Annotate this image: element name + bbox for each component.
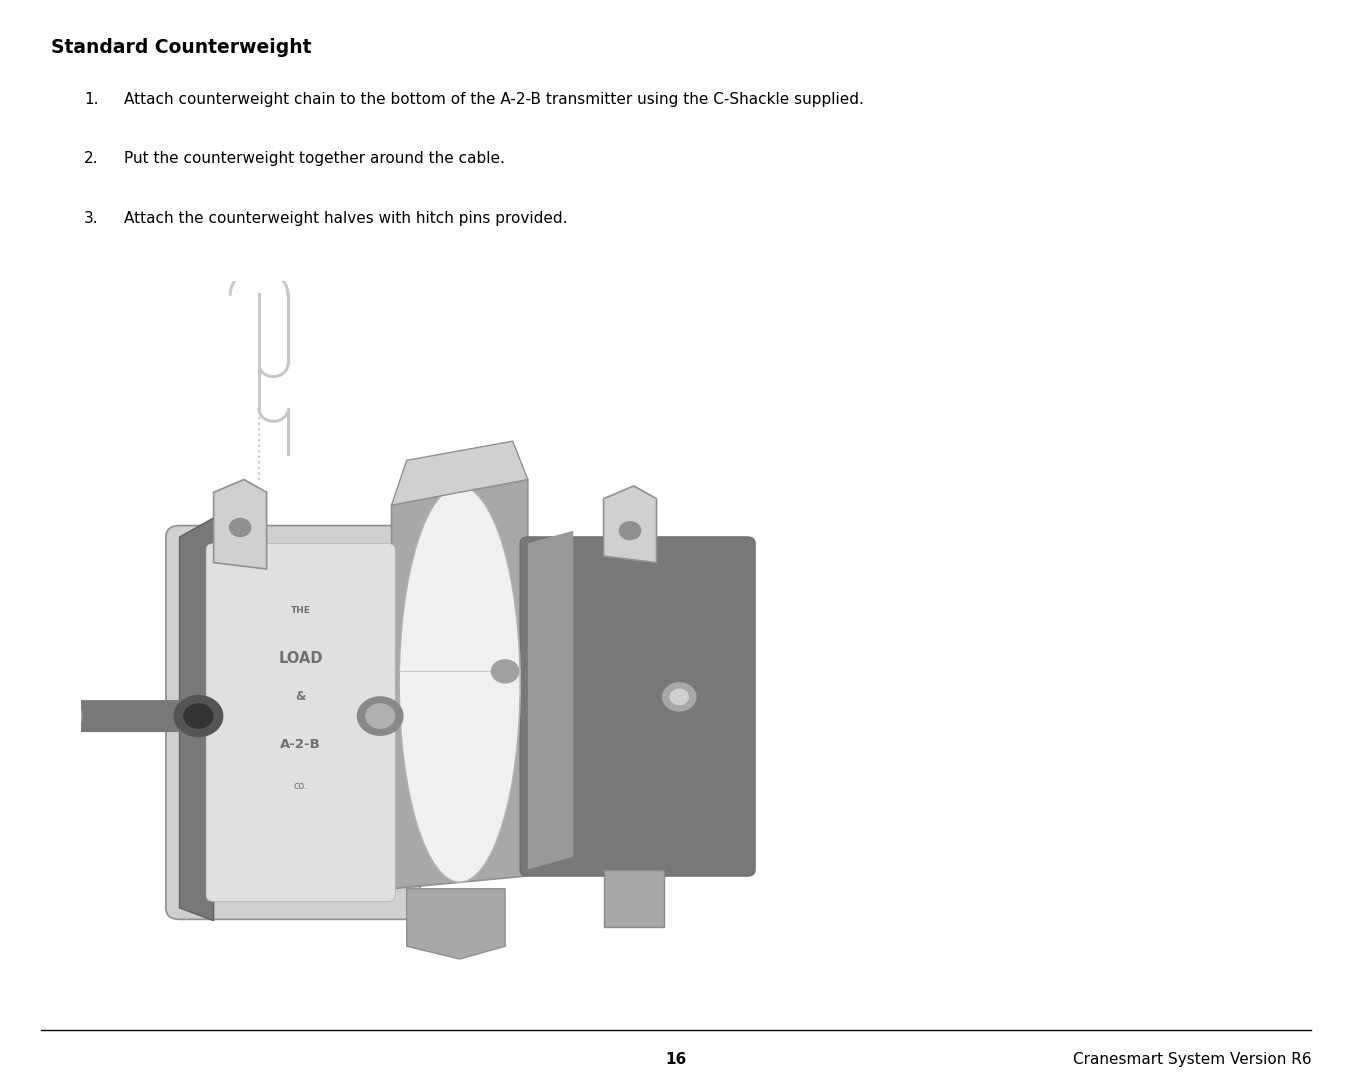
Polygon shape xyxy=(527,530,573,870)
Circle shape xyxy=(42,699,82,733)
Polygon shape xyxy=(603,486,657,563)
Circle shape xyxy=(671,689,688,704)
Circle shape xyxy=(492,660,519,683)
Text: Attach counterweight chain to the bottom of the A-2-B transmitter using the C-Sh: Attach counterweight chain to the bottom… xyxy=(124,92,864,107)
Text: 16: 16 xyxy=(665,1052,687,1067)
Text: A-2-B: A-2-B xyxy=(280,738,320,751)
Polygon shape xyxy=(392,441,527,505)
FancyBboxPatch shape xyxy=(57,700,204,733)
Text: 1.: 1. xyxy=(84,92,99,107)
Polygon shape xyxy=(180,518,214,921)
Polygon shape xyxy=(603,870,664,927)
Polygon shape xyxy=(214,479,266,569)
FancyBboxPatch shape xyxy=(521,537,754,876)
Text: co.: co. xyxy=(293,781,308,791)
Ellipse shape xyxy=(399,486,521,882)
Circle shape xyxy=(184,704,212,728)
Text: Attach the counterweight halves with hitch pins provided.: Attach the counterweight halves with hit… xyxy=(124,211,568,226)
Circle shape xyxy=(51,708,73,725)
Text: 3.: 3. xyxy=(84,211,99,226)
Text: THE: THE xyxy=(291,606,311,615)
Text: &: & xyxy=(296,690,306,703)
Polygon shape xyxy=(392,479,527,888)
Text: Cranesmart System Version R6: Cranesmart System Version R6 xyxy=(1073,1052,1311,1067)
Text: Put the counterweight together around the cable.: Put the counterweight together around th… xyxy=(124,151,506,167)
Circle shape xyxy=(230,518,250,537)
Circle shape xyxy=(662,683,696,711)
Circle shape xyxy=(174,696,223,737)
Polygon shape xyxy=(407,888,506,959)
Text: Standard Counterweight: Standard Counterweight xyxy=(51,38,312,57)
Text: LOAD: LOAD xyxy=(279,651,323,667)
Circle shape xyxy=(366,704,395,728)
Circle shape xyxy=(357,697,403,736)
Text: 2.: 2. xyxy=(84,151,99,167)
Circle shape xyxy=(619,522,641,540)
FancyBboxPatch shape xyxy=(206,543,395,901)
FancyBboxPatch shape xyxy=(166,526,420,920)
